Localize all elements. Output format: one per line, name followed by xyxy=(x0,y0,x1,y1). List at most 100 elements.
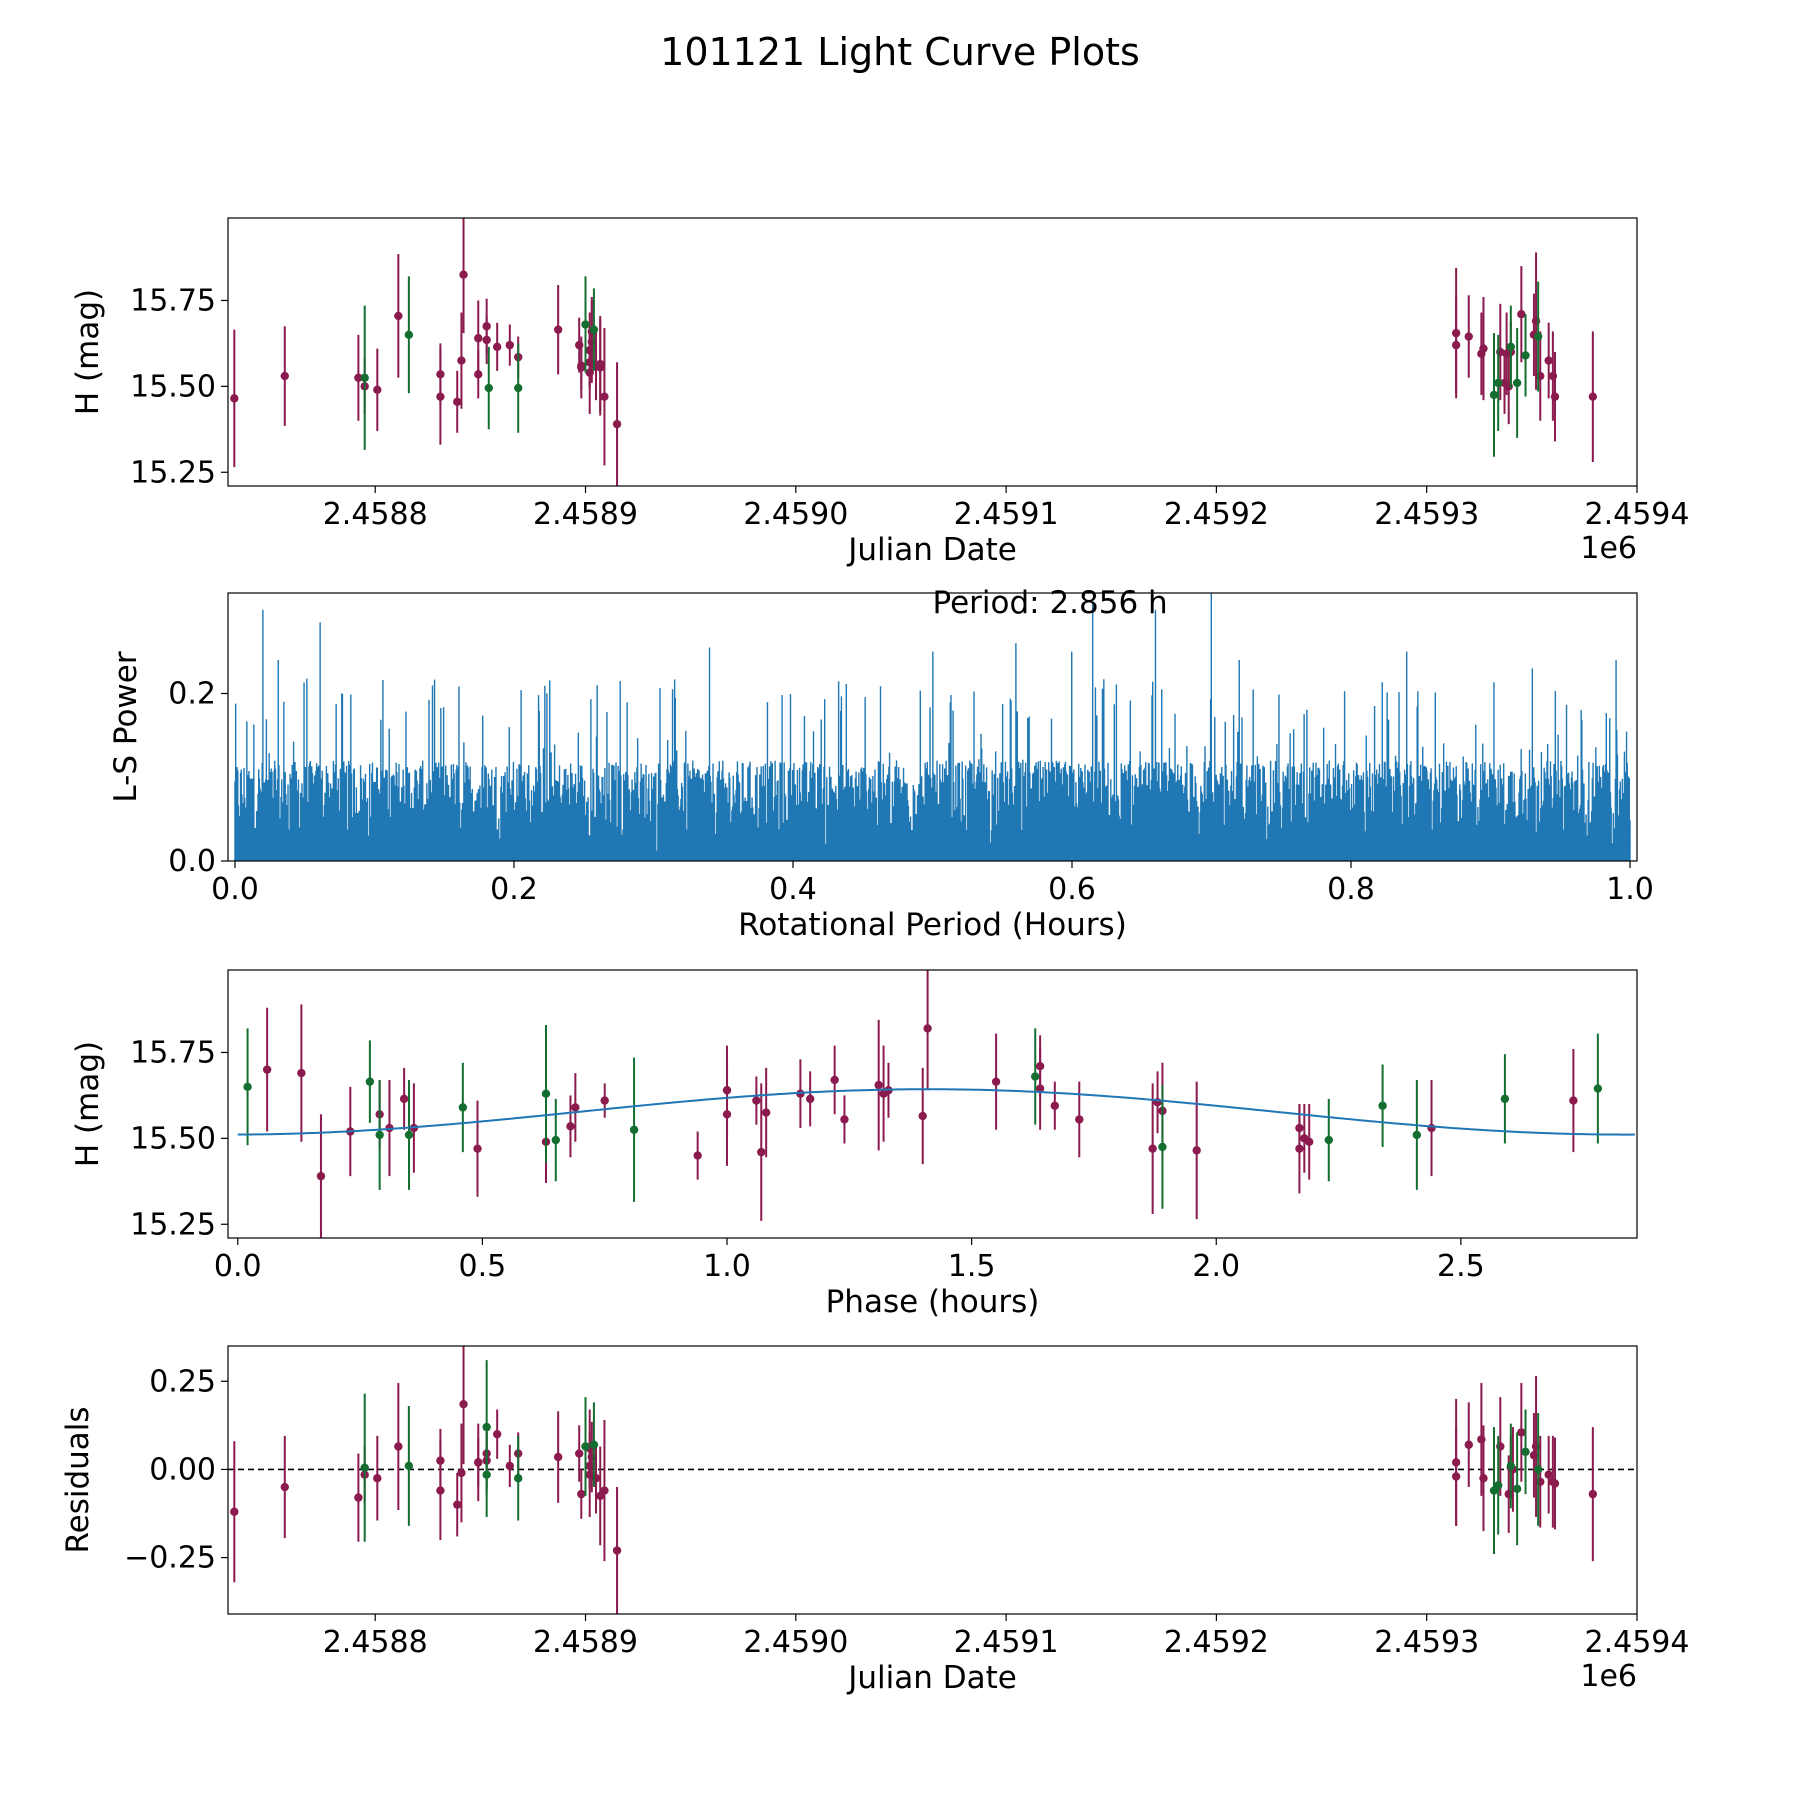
filter_a-point xyxy=(805,1071,815,1127)
filter_a-point xyxy=(918,1067,927,1165)
filter_a-point xyxy=(1075,1081,1084,1158)
y-tick-label: 15.50 xyxy=(130,369,216,404)
data-marker xyxy=(571,1103,580,1112)
filter_b-point xyxy=(1533,281,1543,392)
filter_b-point xyxy=(1506,305,1516,389)
data-marker xyxy=(1550,392,1560,401)
data-marker xyxy=(505,340,514,350)
filter_a-point xyxy=(553,1411,563,1503)
data-marker xyxy=(1517,1428,1526,1437)
x-tick-label: 2.4594 xyxy=(1585,497,1690,532)
data-marker xyxy=(230,394,239,403)
x-offset-label: 1e6 xyxy=(1580,1659,1637,1694)
residuals-panel: 2.4588 2.4589 2.4590 2.4591 2.4592 2.4593 2.45… xyxy=(60,1345,1689,1696)
data-marker xyxy=(459,270,468,279)
data-marker xyxy=(840,1115,849,1124)
plot-frame xyxy=(227,217,1638,487)
periodogram-line xyxy=(234,593,1631,861)
y-tick-label: 0.2 xyxy=(168,677,216,712)
data-marker xyxy=(243,1082,252,1092)
filter_a-point xyxy=(566,1095,575,1158)
data-marker xyxy=(394,311,403,321)
data-marker xyxy=(1451,340,1461,350)
data-marker xyxy=(262,1065,272,1074)
filter_b-point xyxy=(1593,1033,1603,1144)
data-marker xyxy=(1192,1146,1201,1155)
data-marker xyxy=(1295,1144,1304,1153)
data-marker xyxy=(1521,1447,1530,1456)
filter_a-point xyxy=(436,348,445,445)
filter_b-point xyxy=(1494,1435,1503,1535)
filter_a-point xyxy=(394,1383,403,1510)
data-marker xyxy=(482,1470,491,1479)
data-marker xyxy=(373,1474,382,1483)
x-axis-label: Phase (hours) xyxy=(826,1284,1040,1320)
x-tick-label: 0.6 xyxy=(1048,872,1096,907)
x-axis-label: Rotational Period (Hours) xyxy=(738,907,1127,943)
filter_b-point xyxy=(1512,327,1522,438)
filter_a-point xyxy=(577,336,586,399)
filter_a-point xyxy=(354,1453,363,1542)
data-marker xyxy=(1305,1137,1314,1146)
filter_a-point xyxy=(1305,1104,1314,1180)
x-tick-label: 2.4590 xyxy=(743,1625,848,1660)
x-tick-label: 1.0 xyxy=(1606,872,1654,907)
filter_a-point xyxy=(1588,331,1598,462)
x-axis-label: Julian Date xyxy=(846,1660,1017,1696)
filter_a-point xyxy=(722,1062,732,1166)
x-tick-label: 2.4593 xyxy=(1374,497,1479,532)
data-marker xyxy=(874,1080,883,1090)
x-tick-label: 2.4592 xyxy=(1164,1625,1269,1660)
data-marker xyxy=(1593,1084,1603,1093)
filter_a-point xyxy=(596,1446,605,1546)
data-marker xyxy=(375,1130,384,1140)
data-marker xyxy=(600,1486,609,1495)
filter_a-point xyxy=(354,334,363,421)
y-axis-label: Residuals xyxy=(60,1406,96,1553)
filter_a-point xyxy=(600,1420,609,1562)
data-layer xyxy=(230,218,1598,486)
x-tick-label: 2.4588 xyxy=(323,497,428,532)
data-marker xyxy=(297,1068,306,1078)
data-marker xyxy=(1427,1123,1436,1133)
data-marker xyxy=(373,385,382,394)
data-marker xyxy=(1494,378,1503,388)
data-marker xyxy=(596,359,605,369)
filter_b-point xyxy=(589,1402,599,1488)
data-marker xyxy=(1479,1474,1488,1483)
data-marker xyxy=(918,1111,927,1121)
data-marker xyxy=(600,392,609,401)
data-marker xyxy=(600,1096,609,1105)
data-marker xyxy=(1412,1130,1422,1140)
filter_a-point xyxy=(991,1033,1001,1130)
data-marker xyxy=(404,1130,414,1140)
data-marker xyxy=(1512,1484,1522,1494)
filter_a-point xyxy=(482,298,491,354)
data-marker xyxy=(553,1452,563,1462)
filter_a-point xyxy=(1427,1079,1436,1177)
data-marker xyxy=(458,1103,468,1112)
data-marker xyxy=(1479,344,1488,353)
data-marker xyxy=(404,330,414,340)
y-axis-label: H (mag) xyxy=(70,1041,106,1167)
x-offset-label: 1e6 xyxy=(1580,531,1637,566)
data-marker xyxy=(1533,1465,1543,1474)
data-marker xyxy=(1550,1479,1560,1488)
data-marker xyxy=(923,1024,932,1033)
filter_a-point xyxy=(1544,322,1553,399)
data-marker xyxy=(1521,351,1530,360)
filter_a-point xyxy=(596,315,605,413)
filter_a-point xyxy=(612,362,622,486)
filter_a-point xyxy=(459,218,468,334)
filter_a-point xyxy=(457,1423,466,1523)
filter_a-point xyxy=(1569,1049,1578,1153)
filter_b-point xyxy=(581,276,590,373)
filter_b-point xyxy=(1031,1028,1040,1125)
filter_b-point xyxy=(1494,334,1503,432)
data-marker xyxy=(1031,1072,1040,1081)
filter_a-point xyxy=(1464,1402,1473,1488)
filter_b-point xyxy=(243,1028,252,1146)
filter_a-point xyxy=(459,1346,468,1465)
data-marker xyxy=(354,1493,363,1502)
data-marker xyxy=(453,397,462,407)
